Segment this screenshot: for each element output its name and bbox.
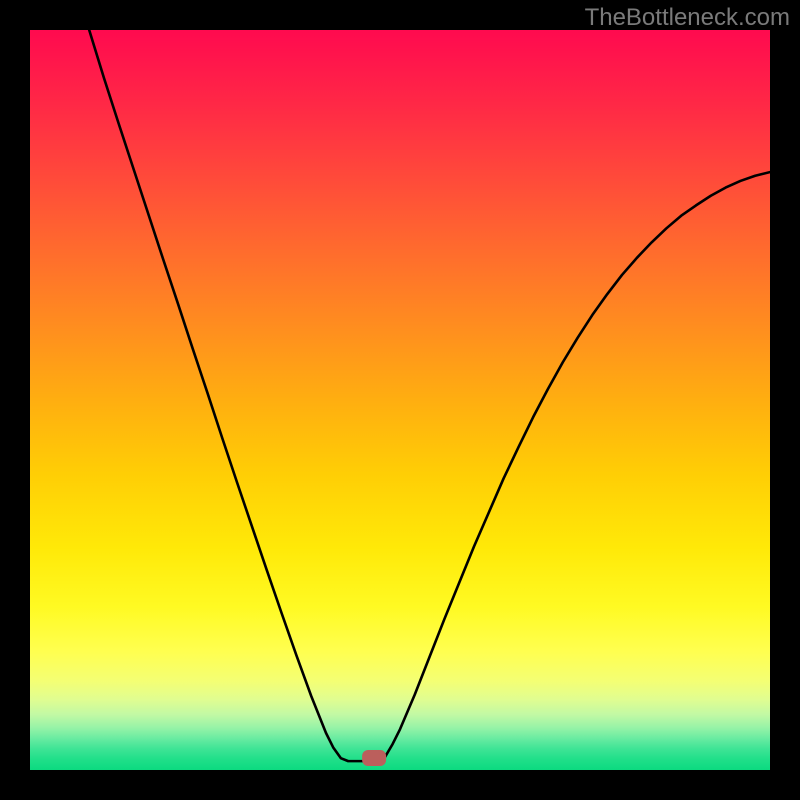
bottleneck-chart [30,30,770,770]
minimum-marker [362,750,386,766]
gradient-background [30,30,770,770]
watermark-text: TheBottleneck.com [585,4,790,32]
plot-area [30,30,770,770]
